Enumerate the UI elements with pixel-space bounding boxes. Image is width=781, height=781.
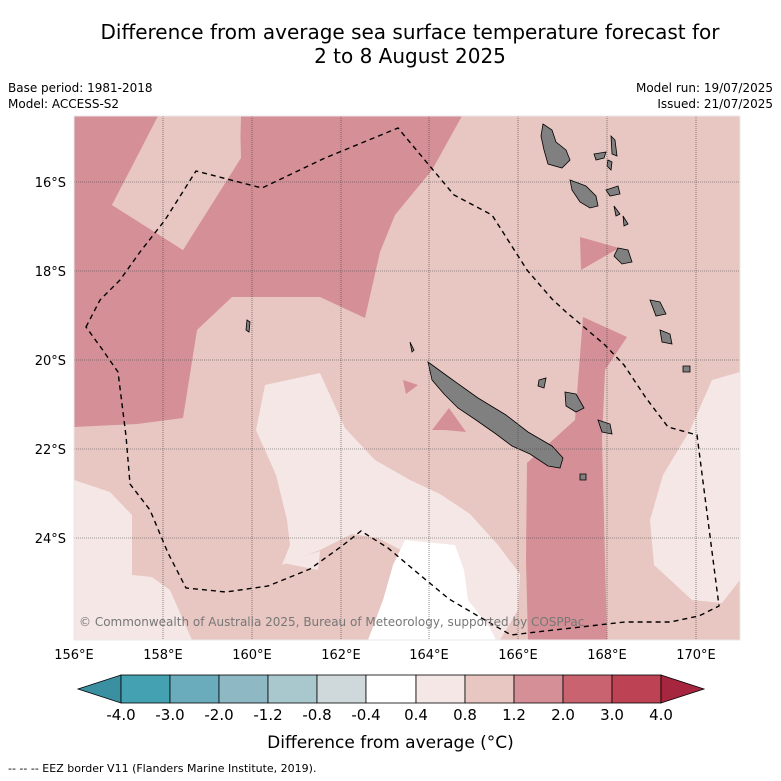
colorbar-underflow-triangle (76, 674, 122, 704)
colorbar-title: Difference from average (°C) (267, 733, 514, 753)
lon-label: 158°E (143, 648, 183, 663)
map-title-line2: 2 to 8 August 2025 (314, 44, 506, 68)
anomaly-zone-0.8-1.2-se-patch (722, 580, 740, 615)
copyright-notice: © Commonwealth of Australia 2025, Bureau… (79, 615, 584, 629)
sst-anomaly-field (74, 116, 740, 640)
colorbar-swatch (218, 674, 269, 704)
longitude-labels: 156°E 158°E 160°E 162°E 164°E 166°E 168°… (54, 648, 716, 663)
lon-label: 168°E (587, 648, 627, 663)
colorbar-swatch (267, 674, 318, 704)
anomaly-zone-1.2-2.0-patch (432, 408, 466, 432)
graticule (74, 116, 740, 640)
island-new-caledonia (427, 361, 564, 469)
colorbar-tick-label: 3.0 (600, 706, 624, 724)
lon-label: 156°E (54, 648, 94, 663)
lat-label: 18°S (35, 265, 66, 280)
lon-label: 164°E (409, 648, 449, 663)
colorbar-swatch (365, 674, 417, 704)
island-small (593, 151, 607, 161)
island-small (606, 159, 613, 171)
island-ouvea (537, 377, 547, 389)
anomaly-zone-1.2-2.0-east (526, 317, 627, 640)
lon-label: 162°E (321, 648, 361, 663)
island-espiritu-santo (540, 123, 571, 169)
anomaly-zone-1.2-2.0-patch (403, 380, 418, 394)
lon-label: 160°E (232, 648, 272, 663)
island-lifou (564, 391, 585, 413)
colorbar-tick-label: -4.0 (106, 706, 136, 724)
colorbar-tick-label: 4.0 (649, 706, 673, 724)
island-small (579, 473, 587, 481)
base-period-text: Base period: 1981-2018 (8, 81, 153, 95)
issued-text: Issued: 21/07/2025 (657, 97, 773, 111)
colorbar-tick-label: -1.2 (253, 706, 283, 724)
island-small (245, 319, 251, 333)
colorbar-tick-label: 0.8 (453, 706, 477, 724)
colorbar-tick-label: 1.2 (502, 706, 526, 724)
island-malekula (569, 179, 599, 209)
colorbar-tick-label: -3.0 (155, 706, 185, 724)
lat-label: 16°S (35, 176, 66, 191)
latitude-labels: 16°S 18°S 20°S 22°S 24°S (35, 176, 66, 547)
colorbar-tick-label: -0.4 (351, 706, 381, 724)
colorbar-tick-label: -2.0 (204, 706, 234, 724)
anomaly-zone-1.2-2.0-patch (580, 237, 619, 270)
island-erromango (649, 299, 667, 317)
anomaly-zone-0.4-0.8-southwest (74, 480, 192, 640)
map-frame (73, 115, 741, 641)
eez-legend-footnote: -- -- -- EEZ border V11 (Flanders Marine… (8, 762, 317, 775)
model-text: Model: ACCESS-S2 (8, 97, 120, 111)
island-ambrym (605, 185, 621, 197)
island-small (622, 215, 629, 227)
map-title-line1: Difference from average sea surface temp… (100, 20, 720, 44)
colorbar-swatch (169, 674, 220, 704)
island-small (613, 205, 621, 217)
island-mare (597, 419, 613, 435)
island-efate (613, 247, 633, 265)
model-run-text: Model run: 19/07/2025 (635, 81, 773, 95)
colorbar-swatch (513, 674, 564, 704)
anomaly-zone-near-zero (368, 540, 496, 640)
island-aneityum (682, 365, 691, 373)
colorbar-swatch (120, 674, 171, 704)
colorbar-swatch (562, 674, 613, 704)
island-small (610, 134, 618, 157)
colorbar (76, 674, 706, 704)
colorbar-swatch (611, 674, 662, 704)
island-tanna (659, 329, 673, 345)
colorbar-overflow-triangle (660, 674, 706, 704)
land-masses (245, 123, 691, 481)
colorbar-tick-label: 0.4 (404, 706, 428, 724)
island-small (409, 341, 415, 353)
anomaly-zone-0.8-1.2-nw-patch (112, 116, 241, 250)
anomaly-zone-0.4-0.8-patch (283, 551, 320, 570)
colorbar-swatch (464, 674, 515, 704)
lon-label: 166°E (498, 648, 538, 663)
anomaly-zone-0.4-0.8-southeast (650, 372, 740, 610)
anomaly-zone-1.2-2.0-northwest (74, 116, 462, 427)
colorbar-swatch (316, 674, 367, 704)
colorbar-swatch (415, 674, 466, 704)
lat-label: 22°S (35, 443, 66, 458)
colorbar-tick-label: -0.8 (302, 706, 332, 724)
lon-label: 170°E (676, 648, 716, 663)
eez-border (85, 127, 720, 636)
lat-label: 20°S (35, 354, 66, 369)
lat-label: 24°S (35, 532, 66, 547)
colorbar-tick-label: 2.0 (551, 706, 575, 724)
